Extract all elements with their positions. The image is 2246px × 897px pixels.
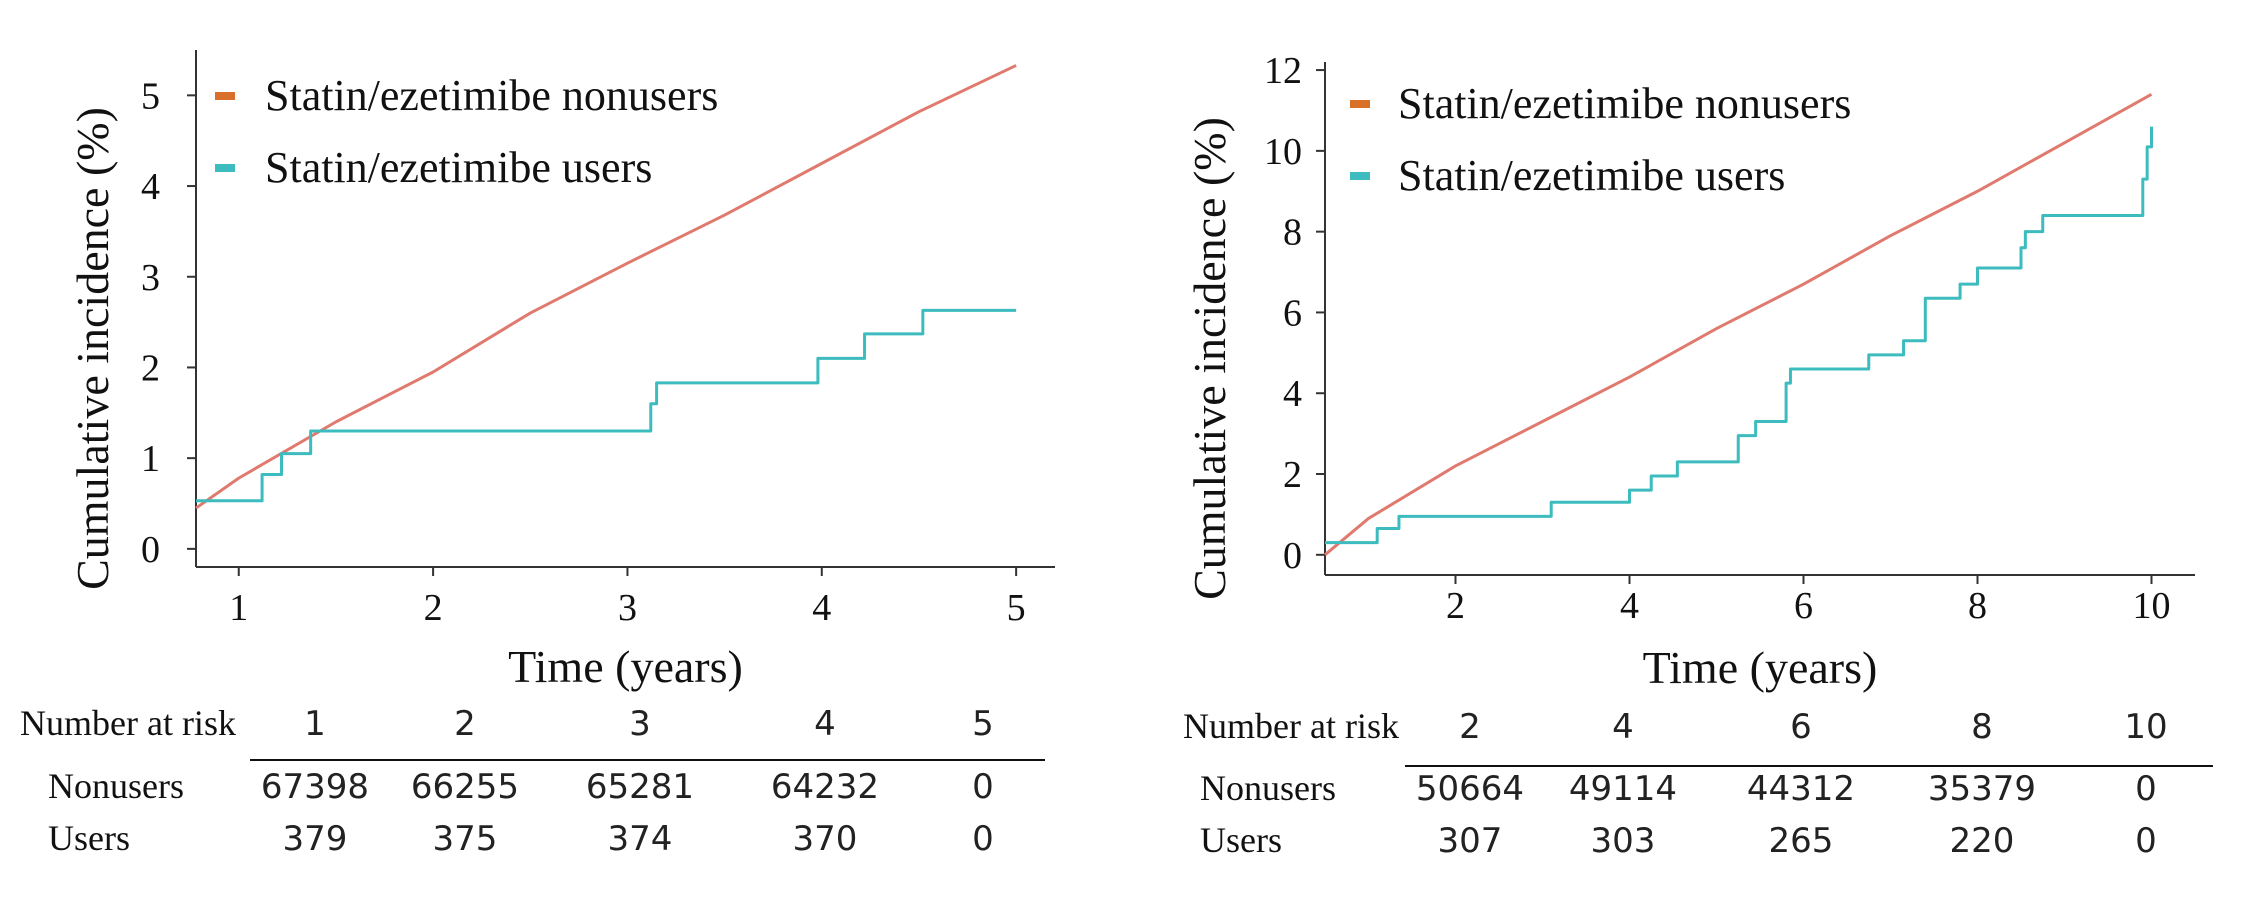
users-curve — [196, 308, 1017, 503]
risk-cell: 374 — [608, 819, 673, 859]
risk-row-label: Users — [1200, 820, 1282, 860]
nonusers-curve — [195, 64, 1017, 510]
risk-row-label: Users — [48, 818, 130, 858]
legend-label-nonusers: Statin/ezetimibe nonusers — [265, 71, 718, 120]
x-tick-label: 3 — [618, 587, 637, 629]
right-chart-panel: 0 2 4 6 8 10 12 2 4 6 8 10 Time (years) Cumulative in… — [1183, 50, 2213, 861]
risk-table-header: Number at risk — [1183, 706, 1399, 746]
x-tick-label: 1 — [229, 587, 248, 629]
risk-cell: 265 — [1769, 821, 1834, 861]
x-tick-label: 2 — [424, 587, 443, 629]
risk-row-label: Nonusers — [48, 766, 184, 806]
risk-cell: 303 — [1591, 821, 1656, 861]
risk-cell: 220 — [1950, 821, 2015, 861]
y-tick-label: 1 — [141, 438, 160, 480]
y-tick-label: 5 — [141, 75, 160, 117]
legend-swatch-users — [1350, 172, 1370, 180]
risk-cell: 49114 — [1569, 769, 1677, 809]
nonusers-curve — [1324, 93, 2153, 556]
risk-cell: 35379 — [1928, 769, 2036, 809]
y-axis-title: Cumulative incidence (%) — [67, 107, 118, 590]
users-curve — [1325, 126, 2153, 545]
y-tick-label: 3 — [141, 257, 160, 299]
x-axis-title: Time (years) — [508, 641, 743, 692]
risk-time-label: 8 — [1971, 707, 1993, 747]
y-tick-label: 0 — [141, 529, 160, 571]
risk-cell: 370 — [793, 819, 858, 859]
x-axis-title: Time (years) — [1643, 642, 1878, 693]
risk-cell: 64232 — [771, 767, 879, 807]
risk-cell: 307 — [1438, 821, 1503, 861]
y-tick-label: 2 — [1283, 454, 1302, 496]
risk-cell: 66255 — [411, 767, 519, 807]
risk-cell: 0 — [2135, 821, 2157, 861]
y-tick-label: 12 — [1264, 50, 1302, 92]
risk-time-label: 6 — [1790, 707, 1812, 747]
legend-label-users: Statin/ezetimibe users — [265, 143, 652, 192]
legend-label-users: Statin/ezetimibe users — [1398, 151, 1785, 200]
legend-label-nonusers: Statin/ezetimibe nonusers — [1398, 79, 1851, 128]
x-tick-label: 4 — [812, 587, 831, 629]
risk-time-label: 2 — [454, 704, 476, 744]
risk-time-label: 1 — [304, 704, 326, 744]
risk-cell: 0 — [972, 767, 994, 807]
risk-cell: 65281 — [586, 767, 694, 807]
y-tick-label: 0 — [1283, 535, 1302, 577]
risk-cell: 0 — [2135, 769, 2157, 809]
y-tick-label: 6 — [1283, 292, 1302, 334]
legend-swatch-nonusers — [215, 92, 235, 100]
legend-swatch-nonusers — [1350, 100, 1370, 108]
risk-time-label: 10 — [2124, 707, 2167, 747]
risk-time-label: 4 — [814, 704, 836, 744]
x-tick-label: 4 — [1620, 585, 1639, 627]
risk-cell: 375 — [433, 819, 498, 859]
x-tick-label: 8 — [1968, 585, 1987, 627]
y-tick-label: 2 — [141, 347, 160, 389]
risk-time-label: 3 — [629, 704, 651, 744]
risk-time-label: 5 — [972, 704, 994, 744]
x-tick-label: 2 — [1446, 585, 1465, 627]
legend-swatch-users — [215, 164, 235, 172]
risk-cell: 44312 — [1747, 769, 1855, 809]
y-tick-label: 8 — [1283, 212, 1302, 254]
y-axis-title: Cumulative incidence (%) — [1184, 117, 1235, 600]
risk-time-label: 4 — [1612, 707, 1634, 747]
y-tick-label: 10 — [1264, 131, 1302, 173]
left-chart-panel: 0 1 2 3 4 5 1 2 3 4 5 Time (years) Cumulative incide… — [20, 50, 1055, 859]
risk-cell: 379 — [283, 819, 348, 859]
x-tick-label: 6 — [1794, 585, 1813, 627]
risk-cell: 50664 — [1416, 769, 1524, 809]
risk-table-header: Number at risk — [20, 703, 236, 743]
risk-cell: 0 — [972, 819, 994, 859]
risk-row-label: Nonusers — [1200, 768, 1336, 808]
risk-cell: 67398 — [261, 767, 369, 807]
y-tick-label: 4 — [1283, 373, 1302, 415]
x-tick-label: 10 — [2133, 585, 2171, 627]
x-tick-label: 5 — [1007, 587, 1026, 629]
y-tick-label: 4 — [141, 166, 160, 208]
risk-time-label: 2 — [1459, 707, 1481, 747]
